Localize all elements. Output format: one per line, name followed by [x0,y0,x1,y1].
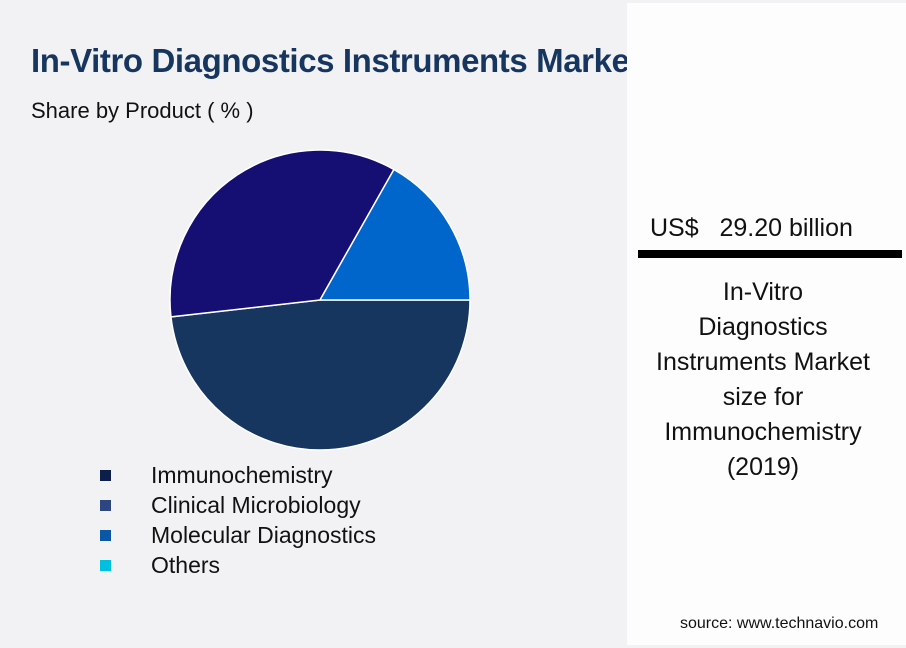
legend-swatch-icon [100,469,111,481]
legend-item: Molecular Diagnostics [100,520,376,550]
legend-item: Immunochemistry [100,460,376,490]
pie-chart [169,149,471,451]
legend-label: Immunochemistry [151,461,333,488]
legend-label: Clinical Microbiology [151,491,361,518]
legend-item: Clinical Microbiology [100,490,376,520]
caption-line: Immunochemistry [664,418,862,446]
market-size-value: US$ 29.20 billion [650,214,853,242]
legend-swatch-icon [100,499,111,511]
source-credit: source: www.technavio.com [680,615,879,632]
chart-title: In-Vitro Diagnostics Instruments Market [31,42,641,79]
legend-label: Molecular Diagnostics [151,521,376,548]
pie-slice [170,299,471,451]
pie-slice [318,168,471,301]
caption-line: In-Vitro [722,278,804,306]
legend: Immunochemistry Clinical Microbiology Mo… [100,460,376,580]
chart-subtitle: Share by Product ( % ) [31,98,254,123]
divider-bar [638,250,902,258]
caption-line: (2019) [726,453,800,481]
highlight-panel [627,3,906,645]
caption-line: Instruments Market [656,348,870,376]
legend-item: Others [100,550,376,580]
legend-swatch-icon [100,529,111,541]
caption-line: Diagnostics [698,313,828,341]
pie-slice [169,149,395,318]
caption-line: size for [722,383,804,411]
legend-label: Others [151,551,221,578]
market-size-caption: In-Vitro Diagnostics Instruments Market … [638,275,888,485]
legend-swatch-icon [100,559,111,571]
